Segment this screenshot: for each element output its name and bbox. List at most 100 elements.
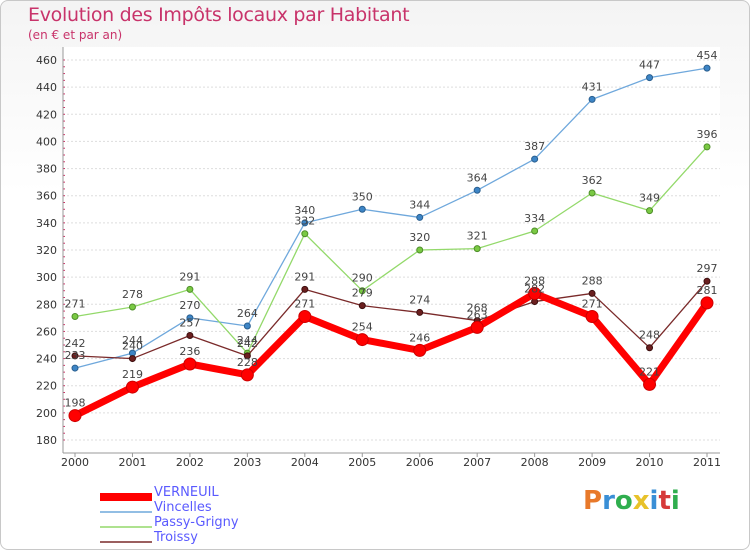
- data-label-passy-grigny: 362: [582, 174, 603, 187]
- data-point-verneuil: [528, 286, 542, 300]
- data-label-troissy: 297: [697, 262, 718, 275]
- y-tick-label: 420: [36, 108, 57, 121]
- chart-subtitle: (en € et par an): [28, 28, 123, 42]
- data-point-passy-grigny: [358, 287, 366, 295]
- legend-item-verneuil: VERNEUIL: [100, 485, 300, 501]
- data-label-verneuil: 281: [697, 284, 718, 297]
- legend: VERNEUIL Vincelles Passy-Grigny Troissy: [100, 485, 300, 546]
- legend-label-passy-grigny: Passy-Grigny: [154, 515, 239, 530]
- data-point-troissy: [646, 344, 654, 352]
- data-label-vincelles: 344: [409, 198, 430, 211]
- data-label-verneuil: 221: [639, 365, 660, 378]
- y-tick-label: 260: [36, 325, 57, 338]
- data-label-verneuil: 246: [409, 331, 430, 344]
- data-label-troissy: 291: [294, 270, 315, 283]
- data-point-vincelles: [588, 95, 596, 103]
- data-point-vincelles: [243, 322, 251, 330]
- data-point-verneuil: [643, 377, 657, 391]
- data-label-troissy: 242: [65, 337, 86, 350]
- x-tick-label: 2003: [233, 456, 261, 469]
- data-label-passy-grigny: 278: [122, 288, 143, 301]
- y-tick-label: 400: [36, 135, 57, 148]
- data-label-passy-grigny: 290: [352, 272, 373, 285]
- y-tick-label: 220: [36, 380, 57, 393]
- data-label-vincelles: 364: [467, 171, 488, 184]
- data-label-passy-grigny: 320: [409, 231, 430, 244]
- y-tick-label: 280: [36, 298, 57, 311]
- data-label-vincelles: 447: [639, 59, 660, 72]
- data-point-verneuil: [298, 310, 312, 323]
- data-label-passy-grigny: 244: [237, 334, 258, 347]
- data-label-passy-grigny: 291: [179, 270, 200, 283]
- data-label-passy-grigny: 334: [524, 212, 545, 225]
- legend-label-troissy: Troissy: [154, 530, 198, 545]
- data-label-vincelles: 244: [122, 334, 143, 347]
- legend-item-passy-grigny: Passy-Grigny: [100, 515, 300, 531]
- data-label-verneuil: 288: [524, 274, 545, 287]
- legend-swatch-verneuil: [100, 493, 152, 501]
- data-point-verneuil: [585, 310, 599, 323]
- data-point-vincelles: [301, 219, 309, 227]
- data-label-verneuil: 236: [179, 345, 200, 358]
- data-point-verneuil: [470, 320, 484, 334]
- data-point-troissy: [301, 285, 309, 293]
- data-label-verneuil: 271: [582, 298, 603, 311]
- data-label-verneuil: 219: [122, 368, 143, 381]
- logo-letter: i: [649, 486, 659, 516]
- data-label-troissy: 282: [524, 283, 545, 296]
- data-point-passy-grigny: [301, 230, 309, 238]
- data-point-troissy: [128, 355, 136, 363]
- x-tick-label: 2006: [406, 456, 434, 469]
- data-label-passy-grigny: 332: [294, 215, 315, 228]
- data-label-troissy: 268: [467, 302, 488, 315]
- legend-item-vincelles: Vincelles: [100, 500, 300, 516]
- x-tick-label: 2002: [176, 456, 204, 469]
- data-label-vincelles: 264: [237, 307, 258, 320]
- data-point-troissy: [186, 332, 194, 339]
- x-tick-label: 2009: [578, 456, 606, 469]
- data-label-troissy: 240: [122, 340, 143, 353]
- logo-letter: x: [632, 486, 650, 516]
- data-point-passy-grigny: [186, 285, 194, 293]
- y-tick-label: 200: [36, 407, 57, 420]
- data-label-vincelles: 454: [697, 49, 718, 62]
- data-point-verneuil: [413, 343, 427, 357]
- logo-letter: o: [614, 486, 633, 516]
- data-point-troissy: [416, 308, 424, 316]
- data-point-vincelles: [358, 205, 366, 213]
- x-tick-label: 2001: [118, 456, 146, 469]
- data-point-vincelles: [186, 314, 194, 322]
- data-label-vincelles: 431: [582, 80, 603, 93]
- chart-title: Evolution des Impôts locaux par Habitant: [28, 4, 410, 26]
- data-point-vincelles: [703, 64, 711, 72]
- data-label-vincelles: 340: [294, 204, 315, 217]
- legend-swatch-passy-grigny: [100, 526, 152, 528]
- y-tick-label: 300: [36, 271, 57, 284]
- x-tick-label: 2005: [348, 456, 376, 469]
- proxiti-logo: Proxiti: [583, 486, 680, 516]
- data-label-troissy: 274: [409, 293, 430, 306]
- data-point-vincelles: [473, 186, 481, 194]
- data-label-verneuil: 254: [352, 321, 373, 334]
- data-point-passy-grigny: [416, 246, 424, 254]
- data-label-passy-grigny: 321: [467, 230, 488, 243]
- legend-item-troissy: Troissy: [100, 530, 300, 546]
- legend-swatch-troissy: [100, 541, 152, 543]
- series-line-verneuil: [73, 289, 710, 419]
- data-label-passy-grigny: 396: [697, 128, 718, 141]
- data-point-troissy: [71, 352, 79, 360]
- data-point-troissy: [243, 352, 251, 360]
- data-point-verneuil: [68, 409, 82, 423]
- data-label-vincelles: 233: [65, 349, 86, 362]
- data-point-vincelles: [71, 364, 79, 372]
- y-tick-label: 180: [36, 434, 57, 447]
- y-tick-label: 360: [36, 190, 57, 203]
- x-tick-label: 2008: [521, 456, 549, 469]
- series-line-vincelles: [74, 67, 708, 369]
- x-tick-label: 2011: [693, 456, 721, 469]
- data-label-vincelles: 270: [179, 299, 200, 312]
- data-point-passy-grigny: [128, 303, 136, 311]
- data-label-verneuil: 198: [65, 397, 86, 410]
- logo-letter: i: [670, 486, 680, 516]
